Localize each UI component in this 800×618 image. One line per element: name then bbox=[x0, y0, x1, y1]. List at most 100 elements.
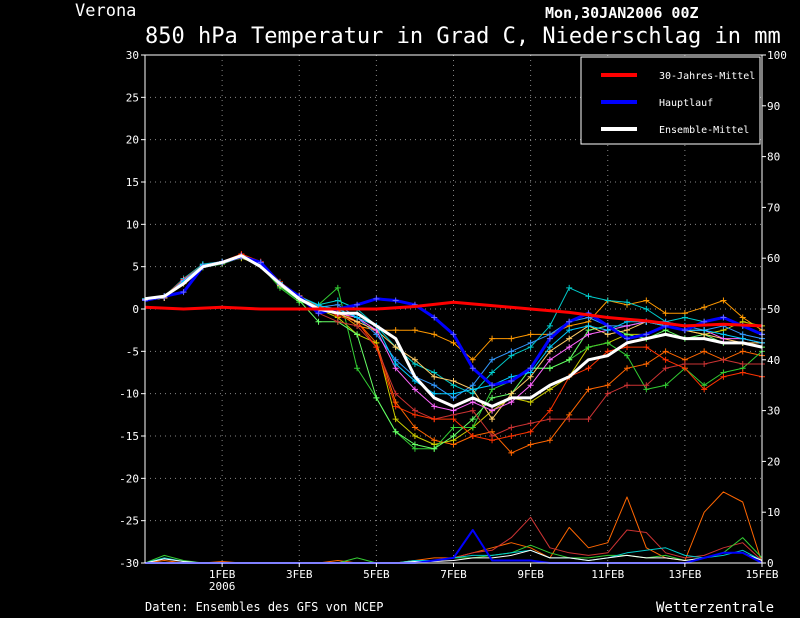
ensemble-member-marker bbox=[392, 428, 399, 435]
ensemble-member-marker bbox=[508, 449, 515, 456]
ensemble-member-marker bbox=[546, 356, 553, 363]
ensemble-member-marker bbox=[604, 390, 611, 397]
ensemble-member-marker bbox=[643, 361, 650, 368]
ensemble-member-marker bbox=[354, 365, 361, 372]
ensemble-member-marker bbox=[469, 407, 476, 414]
y-right-tick-label: 0 bbox=[767, 557, 774, 570]
ensemble-member-marker bbox=[431, 403, 438, 410]
ensemble-member-marker bbox=[681, 314, 688, 321]
ensemble-member-marker bbox=[739, 335, 746, 342]
ensemble-member-marker bbox=[662, 348, 669, 355]
ensemble-member-marker bbox=[508, 399, 515, 406]
ensemble-member-marker bbox=[662, 382, 669, 389]
main-run-marker bbox=[469, 365, 476, 372]
y-left-tick-label: 25 bbox=[126, 91, 139, 104]
ensemble-member-marker bbox=[720, 373, 727, 380]
ensemble-member-marker bbox=[527, 382, 534, 389]
axes: 302520151050-5-10-15-20-25-3010090807060… bbox=[119, 49, 787, 593]
footer-brand: Wetterzentrale bbox=[656, 600, 774, 616]
run-timestamp: Mon,30JAN2006 00Z bbox=[545, 4, 699, 22]
legend-label-climate: 30-Jahres-Mittel bbox=[659, 71, 755, 82]
y-left-tick-label: -5 bbox=[126, 345, 139, 358]
ensemble-member-marker bbox=[411, 441, 418, 448]
ensemble-member-series bbox=[142, 250, 765, 456]
ensemble-member-marker bbox=[489, 407, 496, 414]
ensemble-member-marker bbox=[604, 297, 611, 304]
ensemble-member-marker bbox=[450, 339, 457, 346]
ensemble-member-marker bbox=[411, 433, 418, 439]
x-tick-label: 9FEB bbox=[517, 568, 544, 581]
legend-label-ensemble-mean: Ensemble-Mittel bbox=[659, 125, 749, 136]
ensemble-member-marker bbox=[411, 356, 418, 363]
ensemble-member-marker bbox=[546, 407, 553, 414]
y-right-tick-label: 40 bbox=[767, 354, 780, 367]
climate-mean-line bbox=[144, 300, 763, 328]
ensemble-member-marker bbox=[450, 424, 457, 431]
ensemble-member-marker bbox=[624, 299, 631, 306]
ensemble-member-marker bbox=[450, 433, 457, 439]
ensemble-member-marker bbox=[469, 416, 476, 423]
x-tick-label: 3FEB bbox=[286, 568, 313, 581]
ensemble-member-marker bbox=[450, 407, 457, 414]
ensemble-member-marker bbox=[624, 382, 631, 389]
ensemble-member-marker bbox=[739, 348, 746, 355]
ensemble-member-marker bbox=[431, 416, 438, 423]
y-left-tick-label: 15 bbox=[126, 176, 139, 189]
main-run-marker bbox=[566, 318, 573, 325]
ensemble-member-marker bbox=[585, 331, 592, 338]
ensemble-member-marker bbox=[508, 335, 515, 342]
ensemble-member-marker bbox=[431, 382, 438, 389]
ensemble-member-marker bbox=[585, 344, 592, 351]
ensemble-member-marker bbox=[720, 331, 727, 338]
ensemble-member-marker bbox=[701, 327, 708, 334]
legend: 30-Jahres-Mittel Hauptlauf Ensemble-Mitt… bbox=[580, 56, 761, 145]
ensemble-member-marker bbox=[566, 356, 573, 363]
main-run-marker bbox=[431, 314, 438, 321]
ensemble-member-marker bbox=[701, 348, 708, 355]
ensemble-member-marker bbox=[527, 428, 534, 435]
ensemble-member-marker bbox=[469, 386, 476, 393]
ensemble-member-marker bbox=[411, 411, 418, 418]
main-run-marker bbox=[315, 310, 322, 317]
ensemble-member-marker bbox=[701, 386, 708, 393]
y-left-tick-label: -10 bbox=[119, 388, 139, 401]
y-right-tick-label: 30 bbox=[767, 405, 780, 418]
x-tick-label: 1FEB bbox=[209, 568, 236, 581]
ensemble-member-marker bbox=[373, 394, 380, 401]
ensemble-member-marker bbox=[411, 386, 418, 393]
main-run-marker bbox=[604, 322, 611, 329]
precipitation-series bbox=[144, 491, 763, 564]
ensemble-member-marker bbox=[624, 365, 631, 372]
ensemble-member-marker bbox=[411, 327, 418, 334]
y-left-tick-label: -30 bbox=[119, 557, 139, 570]
ensemble-member-marker bbox=[392, 416, 399, 423]
ensemble-member-marker bbox=[662, 356, 669, 363]
ensemble-member-marker bbox=[585, 293, 592, 300]
ensemble-member-marker bbox=[527, 339, 534, 346]
ensemble-member-marker bbox=[489, 394, 496, 401]
ensemble-member-marker bbox=[546, 437, 553, 444]
main-run-marker bbox=[392, 297, 399, 304]
ensemble-member-marker bbox=[604, 339, 611, 346]
y-right-tick-label: 20 bbox=[767, 455, 780, 468]
main-run-marker bbox=[508, 377, 515, 384]
ensemble-member-marker bbox=[566, 344, 573, 351]
ensemble-member-marker bbox=[624, 344, 631, 351]
ensemble-member-marker bbox=[431, 373, 438, 380]
chart-title: 850 hPa Temperatur in Grad C, Niederschl… bbox=[145, 24, 781, 49]
ensemble-member-marker bbox=[585, 365, 592, 372]
ensemble-member-marker bbox=[546, 386, 553, 393]
ensemble-member-marker bbox=[643, 297, 650, 304]
y-left-tick-label: -25 bbox=[119, 515, 139, 528]
ensemble-member-marker bbox=[334, 318, 341, 325]
ensemble-member-marker bbox=[624, 352, 631, 359]
x-tick-label: 11FEB bbox=[591, 568, 624, 581]
ensemble-member-marker bbox=[489, 335, 496, 342]
y-left-tick-label: -20 bbox=[119, 472, 139, 485]
ensemble-member-marker bbox=[392, 390, 399, 397]
ensemble-member-marker bbox=[681, 365, 688, 372]
main-run-marker bbox=[354, 301, 361, 308]
ensemble-member-marker bbox=[392, 327, 399, 334]
ensemble-member-marker bbox=[334, 284, 341, 291]
ensemble-member-marker bbox=[508, 390, 515, 397]
